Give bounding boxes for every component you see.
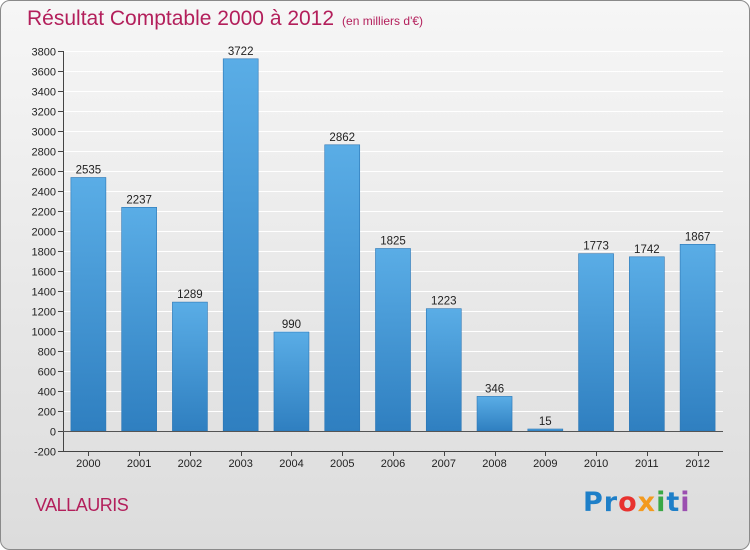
y-tick-label: 2200 <box>32 207 56 219</box>
data-label-2002: 1289 <box>177 289 203 301</box>
chart-title-text: Résultat Comptable 2000 à 2012 <box>27 7 335 30</box>
y-tick-label: 200 <box>38 407 56 419</box>
x-tick-label-2008: 2008 <box>482 458 506 470</box>
x-tick-label-2012: 2012 <box>685 458 709 470</box>
bar-2009 <box>527 428 564 432</box>
y-tick-label: 2600 <box>32 167 56 179</box>
data-label-2000: 2535 <box>76 165 102 177</box>
y-tick-label: 3800 <box>32 47 56 59</box>
y-tick-label: 3400 <box>32 87 56 99</box>
data-label-2004: 990 <box>282 319 301 331</box>
bar-2002 <box>172 301 208 432</box>
bar-2003 <box>222 58 259 432</box>
y-tick-label: 3600 <box>32 67 56 79</box>
data-label-2008: 346 <box>485 383 504 395</box>
x-tick-label-2000: 2000 <box>76 458 100 470</box>
bar-2012 <box>679 244 716 432</box>
proxiti-logo[interactable]: Proxiti <box>583 487 691 518</box>
data-label-2010: 1773 <box>583 241 609 253</box>
bar-2006 <box>375 248 411 432</box>
axes: -200 0 200 400 600 800 1000 1200 1400 1600 1800 200… <box>32 47 723 470</box>
data-label-2012: 1867 <box>685 231 711 243</box>
bar-2000 <box>70 177 107 432</box>
y-tick-label: 2400 <box>32 187 56 199</box>
y-tick-label: 1600 <box>32 267 56 279</box>
y-tick-label: 400 <box>38 387 56 399</box>
y-tick-label: -200 <box>34 447 56 459</box>
chart-title: Résultat Comptable 2000 à 2012 (en millie… <box>27 7 423 31</box>
y-tick-label: 2000 <box>32 227 56 239</box>
x-tick-label-2011: 2011 <box>635 458 659 470</box>
x-tick-label-2002: 2002 <box>178 458 202 470</box>
data-label-2003: 3722 <box>228 46 254 58</box>
data-label-2007: 1223 <box>431 296 457 308</box>
x-tick-label-2006: 2006 <box>381 458 405 470</box>
bar-2005 <box>324 144 361 432</box>
y-tick-label: 3000 <box>32 127 56 139</box>
bar-2001 <box>121 207 157 432</box>
chart-subtitle: (en milliers d'€) <box>342 14 424 28</box>
bar-2004 <box>273 331 310 432</box>
data-label-2005: 2862 <box>329 132 355 144</box>
y-tick-label: 600 <box>38 367 56 379</box>
bars: 2535 2237 1289 3722 990 2862 1825 1223 346 15 1773… <box>70 46 716 432</box>
y-tick-label: 800 <box>38 347 56 359</box>
data-label-2011: 1742 <box>634 244 660 256</box>
y-tick-label: 0 <box>50 427 56 439</box>
bar-2011 <box>629 256 665 432</box>
bar-2008 <box>476 396 513 432</box>
data-label-2009: 15 <box>539 416 552 428</box>
location-label: VALLAURIS <box>35 495 129 515</box>
data-label-2001: 2237 <box>126 194 152 206</box>
bar-2007 <box>425 308 462 432</box>
bar-2010 <box>578 253 614 432</box>
y-tick-label: 1000 <box>32 327 56 339</box>
x-tick-label-2001: 2001 <box>127 458 151 470</box>
data-label-2006: 1825 <box>380 236 406 248</box>
y-tick-label: 1400 <box>32 287 56 299</box>
y-tick-label: 1800 <box>32 247 56 259</box>
y-tick-label: 3200 <box>32 107 56 119</box>
x-tick-label-2010: 2010 <box>584 458 608 470</box>
y-tick-label: 2800 <box>32 147 56 159</box>
x-tick-label-2005: 2005 <box>330 458 354 470</box>
x-tick-label-2003: 2003 <box>228 458 252 470</box>
x-tick-label-2007: 2007 <box>432 458 456 470</box>
x-tick-label-2009: 2009 <box>533 458 557 470</box>
x-tick-label-2004: 2004 <box>279 458 303 470</box>
y-tick-label: 1200 <box>32 307 56 319</box>
